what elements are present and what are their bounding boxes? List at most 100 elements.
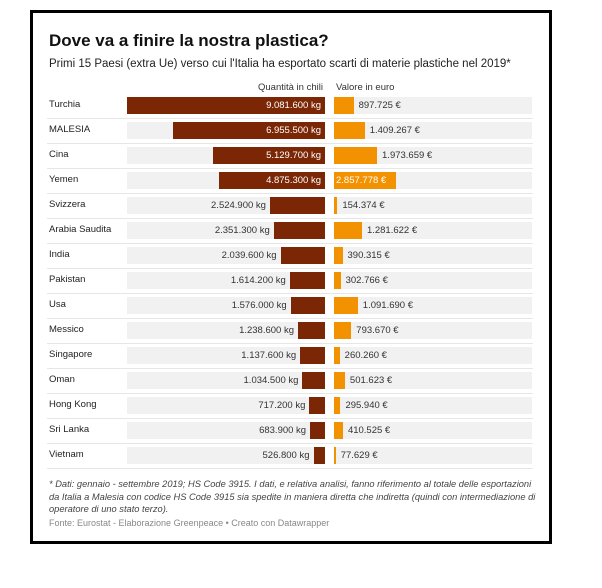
country-label: Yemen: [49, 174, 79, 185]
quantity-track: 1.137.600 kg: [127, 347, 325, 364]
value-label: 2.857.778 €: [336, 175, 387, 186]
quantity-track: 1.614.200 kg: [127, 272, 325, 289]
value-track: 1.409.267 €: [334, 122, 532, 139]
quantity-label: 1.614.200 kg: [230, 275, 286, 286]
table-row: Oman 1.034.500 kg 501.623 €: [47, 368, 533, 394]
quantity-label: 1.238.600 kg: [239, 325, 294, 336]
quantity-track: 6.955.500 kg: [127, 122, 325, 139]
quantity-label: 5.129.700 kg: [266, 150, 321, 161]
chart-frame: Dove va a finire la nostra plastica? Pri…: [30, 10, 552, 544]
quantity-bar: [218, 172, 325, 189]
value-label: 77.629 €: [340, 450, 378, 461]
value-label: 1.409.267 €: [369, 125, 420, 136]
chart-title: Dove va a finire la nostra plastica?: [49, 31, 329, 50]
quantity-bar: [309, 397, 325, 414]
country-label: MALESIA: [49, 124, 91, 135]
table-row: Hong Kong 717.200 kg 295.940 €: [47, 393, 533, 419]
country-label: Svizzera: [49, 199, 86, 210]
country-label: Singapore: [49, 349, 93, 360]
quantity-track: 526.800 kg: [127, 447, 325, 464]
table-row: Sri Lanka 683.900 kg 410.525 €: [47, 418, 533, 444]
value-label: 410.525 €: [347, 425, 391, 436]
value-label: 1.091.690 €: [362, 300, 413, 311]
quantity-label: 6.955.500 kg: [266, 125, 321, 136]
value-track: 77.629 €: [334, 447, 532, 464]
country-label: Pakistan: [49, 274, 86, 285]
chart-subtitle: Primi 15 Paesi (extra Ue) verso cui l'It…: [49, 58, 511, 70]
quantity-label: 2.039.600 kg: [221, 250, 277, 261]
quantity-bar: [127, 97, 325, 114]
quantity-track: 9.081.600 kg: [127, 97, 325, 114]
value-track: 390.315 €: [334, 247, 532, 264]
column-header-quantity: Quantità in chili: [258, 82, 323, 93]
table-row: MALESIA 6.955.500 kg 1.409.267 €: [47, 118, 533, 144]
table-row: India 2.039.600 kg 390.315 €: [47, 243, 533, 269]
value-label: 1.973.659 €: [382, 150, 433, 161]
quantity-label: 683.900 kg: [259, 425, 307, 436]
value-label: 501.623 €: [349, 375, 393, 386]
quantity-bar: [269, 197, 325, 214]
quantity-track: 717.200 kg: [127, 397, 325, 414]
country-label: Arabia Saudita: [49, 224, 112, 235]
country-label: Usa: [49, 299, 66, 310]
quantity-track: 2.351.300 kg: [127, 222, 325, 239]
quantity-label: 717.200 kg: [258, 400, 306, 411]
quantity-bar: [273, 222, 325, 239]
value-bar: [334, 322, 352, 339]
chart-notes: * Dati: gennaio - settembre 2019; HS Cod…: [49, 479, 536, 514]
value-label: 154.374 €: [342, 200, 385, 211]
value-label: 260.260 €: [344, 350, 387, 361]
value-bar: [334, 397, 341, 414]
value-track: 897.725 €: [334, 97, 532, 114]
quantity-track: 2.524.900 kg: [127, 197, 325, 214]
quantity-bar: [313, 447, 325, 464]
table-row: Yemen 4.875.300 kg 2.857.778 €: [47, 168, 533, 194]
value-bar: [334, 247, 343, 264]
value-bar: [334, 447, 336, 464]
quantity-bar: [300, 347, 325, 364]
quantity-bar: [302, 372, 325, 389]
value-track: 295.940 €: [334, 397, 532, 414]
value-track: 1.091.690 €: [334, 297, 532, 314]
value-track: 302.766 €: [334, 272, 532, 289]
table-row: Usa 1.576.000 kg 1.091.690 €: [47, 293, 533, 319]
country-label: Oman: [49, 374, 75, 385]
value-label: 390.315 €: [347, 250, 390, 261]
quantity-bar: [298, 322, 325, 339]
value-bar: [334, 97, 354, 114]
quantity-bar: [173, 122, 325, 139]
country-label: Sri Lanka: [49, 424, 90, 435]
country-label: Hong Kong: [49, 399, 97, 410]
quantity-label: 4.875.300 kg: [266, 175, 321, 186]
table-row: Messico 1.238.600 kg 793.670 €: [47, 318, 533, 344]
quantity-label: 526.800 kg: [262, 450, 310, 461]
quantity-bar: [280, 247, 325, 264]
value-bar: [334, 172, 397, 189]
value-track: 793.670 €: [334, 322, 532, 339]
value-bar: [334, 122, 365, 139]
value-bar: [334, 272, 341, 289]
column-header-value: Valore in euro: [336, 82, 395, 93]
value-label: 1.281.622 €: [366, 225, 418, 236]
quantity-label: 1.137.600 kg: [241, 350, 297, 361]
value-bar: [334, 197, 338, 214]
quantity-label: 1.034.500 kg: [243, 375, 299, 386]
value-bar: [334, 297, 358, 314]
value-track: 1.281.622 €: [334, 222, 532, 239]
quantity-label: 9.081.600 kg: [266, 100, 321, 111]
value-bar: [334, 372, 345, 389]
quantity-label: 2.524.900 kg: [211, 200, 266, 211]
quantity-bar: [310, 422, 325, 439]
quantity-track: 1.034.500 kg: [127, 372, 325, 389]
value-label: 302.766 €: [345, 275, 388, 286]
value-label: 295.940 €: [345, 400, 388, 411]
table-row: Arabia Saudita 2.351.300 kg 1.281.622 €: [47, 218, 533, 244]
table-row: Vietnam 526.800 kg 77.629 €: [47, 443, 533, 469]
country-label: Cina: [49, 149, 69, 160]
country-label: India: [49, 249, 70, 260]
value-bar: [334, 222, 362, 239]
value-label: 897.725 €: [358, 100, 401, 111]
quantity-bar: [289, 272, 325, 289]
value-track: 1.973.659 €: [334, 147, 532, 164]
quantity-track: 5.129.700 kg: [127, 147, 325, 164]
